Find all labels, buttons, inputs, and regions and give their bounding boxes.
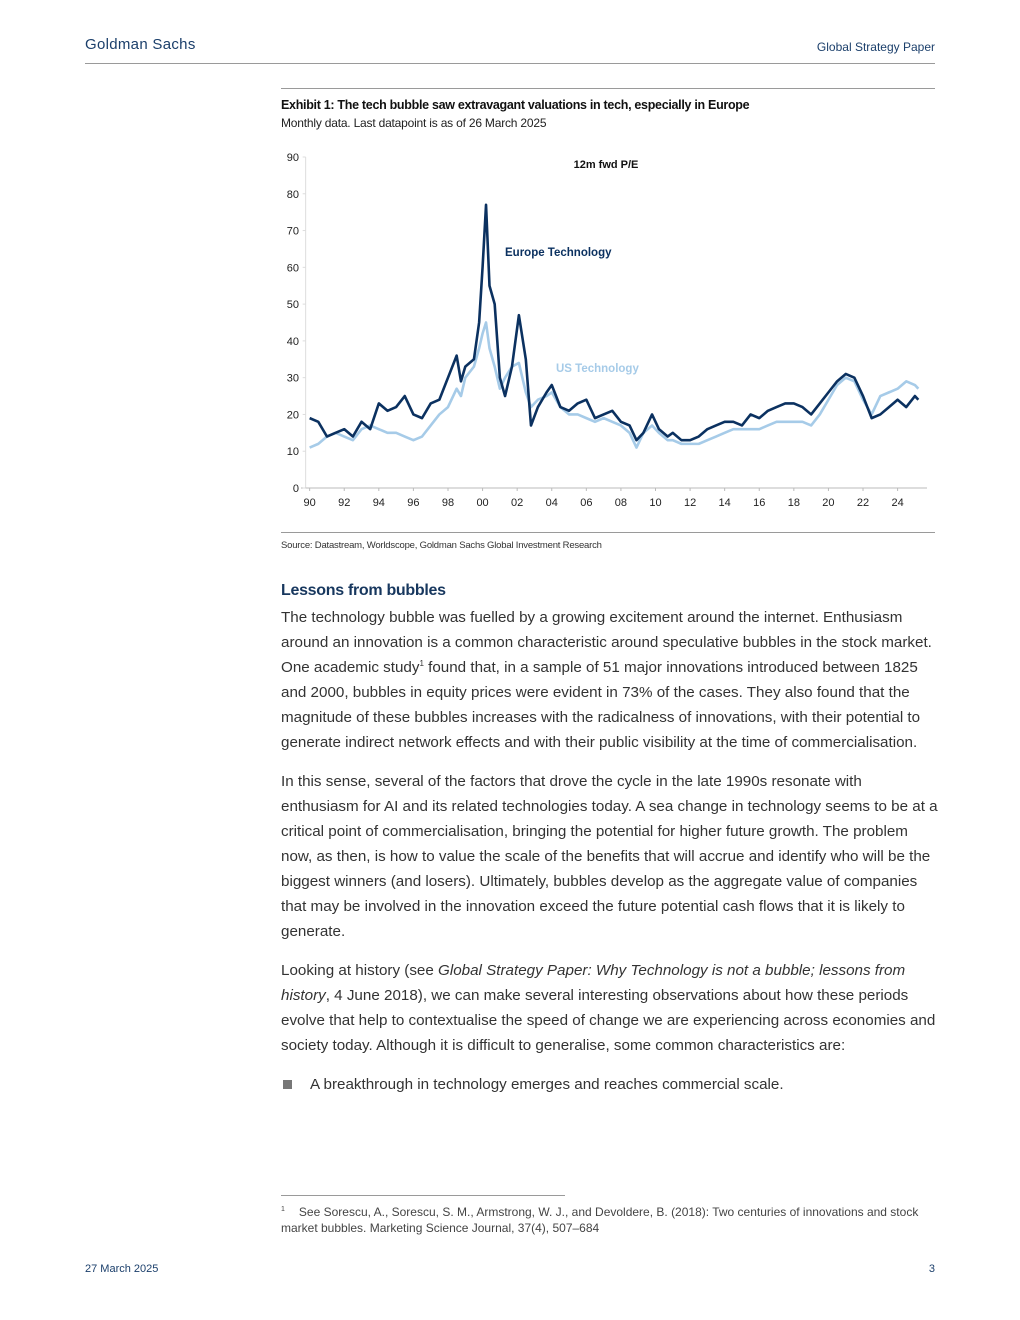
paragraph: In this sense, several of the factors th…	[281, 769, 939, 944]
series-line	[309, 203, 920, 442]
bullet-item: A breakthrough in technology emerges and…	[281, 1072, 939, 1097]
text: , 4 June 2018), we can make several inte…	[281, 987, 936, 1054]
x-tick-label: 02	[511, 497, 523, 509]
x-tick-label: 08	[615, 497, 627, 509]
x-tick-label: 96	[407, 497, 419, 509]
source: Source: Datastream, Worldscope, Goldman …	[281, 540, 602, 551]
x-tick-label: 10	[649, 497, 661, 509]
y-tick-label: 10	[287, 446, 299, 458]
body-text: The technology bubble was fuelled by a g…	[281, 605, 939, 1097]
page-number: 3	[928, 1263, 935, 1275]
x-tick-label: 98	[442, 497, 454, 509]
footnote: 1 See Sorescu, A., Sorescu, S. M., Armstr…	[281, 1202, 941, 1236]
exhibit-rule	[281, 532, 935, 533]
footnote-rule	[281, 1195, 565, 1196]
y-tick-label: 70	[287, 226, 299, 238]
footnote-text: See Sorescu, A., Sorescu, S. M., Armstro…	[281, 1205, 919, 1235]
y-tick-label: 40	[287, 336, 299, 348]
text: In this sense, several of the factors th…	[281, 773, 938, 940]
section-heading: Lessons from bubbles	[281, 582, 446, 599]
paragraph: The technology bubble was fuelled by a g…	[281, 605, 939, 755]
footnote-ref: 1	[419, 659, 424, 668]
paragraph: Looking at history (see Global Strategy …	[281, 958, 939, 1058]
x-tick-label: 18	[788, 497, 800, 509]
x-tick-label: 16	[753, 497, 765, 509]
y-tick-label: 90	[287, 152, 299, 164]
x-tick-label: 20	[822, 497, 834, 509]
y-tick-label: 60	[287, 262, 299, 274]
date: 27 March 2025	[85, 1263, 159, 1275]
series-line	[309, 321, 920, 449]
exhibit-rule	[281, 88, 935, 89]
x-tick-label: 06	[580, 497, 592, 509]
bullet-marker	[283, 1080, 292, 1089]
citation: Global Strategy Paper: Why Technology is…	[281, 962, 906, 1004]
x-tick-label: 22	[857, 497, 869, 509]
x-tick-label: 90	[304, 497, 316, 509]
series-label: Europe Technology	[505, 247, 612, 259]
x-tick-label: 24	[891, 497, 903, 509]
chart: 0 10 20 30 40 50 60 70 80 90 90 92 94 96 98 00 02 04 06 08 1…	[287, 152, 927, 509]
header-rule	[85, 63, 935, 64]
exhibit-subtitle: Monthly data. Last datapoint is as of 26…	[281, 116, 547, 130]
x-tick-label: 94	[373, 497, 385, 509]
y-tick-label: 30	[287, 373, 299, 385]
text: A breakthrough in technology emerges and…	[310, 1076, 784, 1093]
text: found that, in a sample of 51 major inno…	[281, 659, 921, 751]
y-tick-label: 50	[287, 299, 299, 311]
footnote-number: 1	[281, 1206, 285, 1213]
x-tick-label: 04	[546, 497, 558, 509]
series-label: US Technology	[556, 363, 639, 375]
brand: Goldman Sachs	[85, 36, 196, 53]
text: The technology bubble was fuelled by a g…	[281, 609, 932, 676]
axis-title: 12m fwd P/E	[574, 159, 639, 171]
exhibit-title: Exhibit 1: The tech bubble saw extravaga…	[281, 98, 750, 112]
x-tick-label: 12	[684, 497, 696, 509]
y-tick-label: 80	[287, 189, 299, 201]
y-tick-label: 20	[287, 409, 299, 421]
x-tick-label: 92	[338, 497, 350, 509]
y-tick-label: 0	[293, 483, 299, 495]
x-tick-label: 00	[476, 497, 488, 509]
x-tick-label: 14	[719, 497, 731, 509]
text: Looking at history (see	[281, 962, 439, 979]
report-type: Global Strategy Paper	[816, 40, 935, 54]
